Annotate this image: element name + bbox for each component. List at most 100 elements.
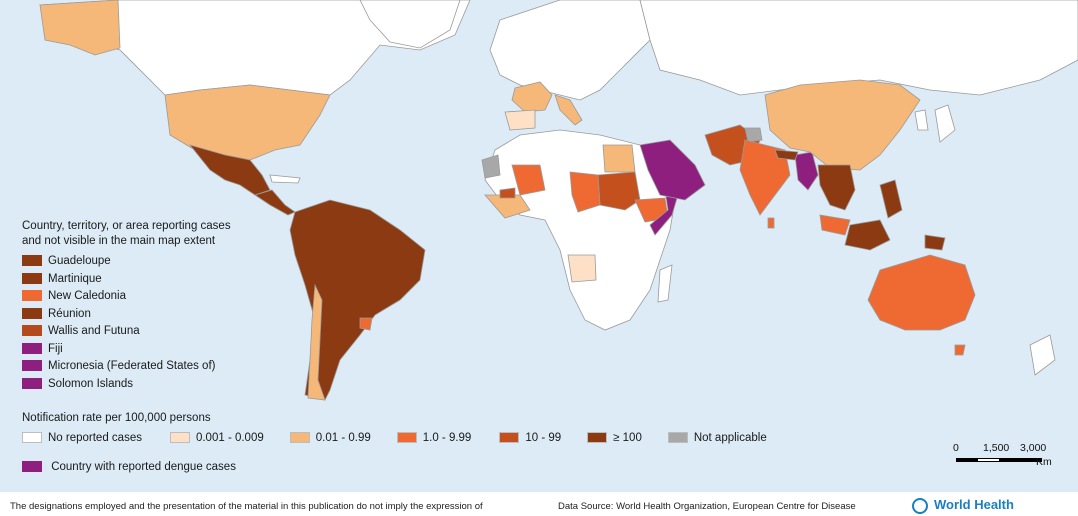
region-afghanistan-na [744, 127, 763, 143]
region-australia [867, 254, 976, 331]
dengue-label: Country with reported dengue cases [51, 461, 236, 473]
region-bangladesh-myanmar [794, 151, 819, 191]
legend-swatch [667, 432, 688, 444]
region-sudan [597, 171, 641, 211]
legend-swatch [22, 290, 42, 302]
rate-legend-item: 0.001 - 0.009 [169, 432, 264, 444]
scale-label-0: 0 [953, 442, 959, 454]
rate-legend-label: 10 - 99 [525, 432, 562, 444]
legend-swatch [289, 432, 310, 444]
territory-legend-item: Fiji [22, 341, 231, 359]
region-south-america [289, 199, 426, 401]
legend-swatch [396, 432, 417, 444]
region-france [511, 81, 553, 113]
who-emblem-icon [912, 497, 928, 514]
region-nepal [774, 149, 799, 161]
region-namibia [567, 254, 597, 283]
region-usa [164, 84, 331, 161]
legend-swatch [499, 432, 520, 444]
rate-legend-label: ≥ 100 [613, 432, 642, 444]
rate-legend-item: ≥ 100 [587, 432, 642, 444]
scale-bar-graphic [956, 458, 1042, 462]
region-central-america [254, 189, 296, 216]
region-philippines [879, 179, 903, 219]
territory-legend-label: New Caledonia [48, 290, 126, 302]
scale-label-3000: 3,000 [1020, 442, 1047, 454]
rate-legend-item: 10 - 99 [499, 432, 561, 444]
legend-swatch [22, 360, 42, 372]
rate-legend-item: 0.01 - 0.99 [289, 432, 371, 444]
territory-legend-title-line1: Country, territory, or area reporting ca… [22, 220, 231, 232]
region-chad [569, 171, 601, 213]
legend-swatch [22, 325, 42, 337]
rate-legend-label: Not applicable [693, 432, 767, 444]
territory-legend-label: Solomon Islands [48, 377, 134, 390]
region-niger-mali [511, 164, 546, 196]
scale-bar: 0 1,500 3,000 Km [950, 442, 1060, 472]
territory-legend-title-line2: and not visible in the main map extent [22, 235, 216, 247]
rate-legend-items: No reported cases 0.001 - 0.009 0.01 - 0.9… [22, 430, 767, 447]
dengue-legend: Country with reported dengue cases [22, 459, 762, 477]
territory-legend-item: New Caledonia [22, 288, 231, 306]
legend-swatch [22, 307, 42, 319]
legend-swatch [22, 272, 42, 284]
rate-legend: Notification rate per 100,000 persons No… [22, 410, 767, 477]
territory-legend-item: Solomon Islands [22, 376, 231, 394]
territory-legend-label: Wallis and Futuna [48, 325, 140, 337]
region-europe [489, 0, 651, 101]
region-malaysia [819, 214, 851, 236]
legend-swatch [22, 432, 42, 444]
territory-legend-item: Wallis and Futuna [22, 323, 231, 341]
legend-swatch [22, 342, 42, 354]
region-new-zealand [1029, 334, 1056, 376]
region-burkina [499, 187, 516, 199]
legend-swatch [22, 377, 42, 389]
region-italy [554, 94, 583, 126]
region-uruguay [359, 317, 373, 331]
region-sri-lanka [767, 217, 775, 229]
rate-legend-item: Not applicable [667, 432, 767, 444]
dengue-swatch [22, 461, 42, 473]
territory-legend-item: Guadeloupe [22, 253, 231, 271]
territory-legend: Country, territory, or area reporting ca… [22, 219, 231, 393]
region-indochina [817, 164, 856, 211]
region-korea [914, 109, 929, 131]
region-alaska [39, 0, 121, 56]
footer: The designations employed and the presen… [0, 492, 1078, 516]
region-arabia [639, 139, 706, 201]
legend-swatch [169, 432, 190, 444]
region-png [924, 234, 946, 251]
rate-legend-label: 1.0 - 9.99 [422, 432, 472, 444]
who-logo-text: World Health [934, 497, 1014, 512]
region-cuba [269, 174, 301, 184]
territory-legend-label: Guadeloupe [48, 255, 111, 267]
map-area [0, 0, 1078, 492]
who-logo: World Health [912, 497, 1014, 514]
region-japan [934, 104, 956, 143]
territory-legend-label: Micronesia (Federated States of) [48, 360, 216, 372]
region-western-sahara [481, 154, 501, 179]
rate-legend-label: 0.001 - 0.009 [195, 432, 264, 444]
region-indonesia [844, 219, 891, 251]
territory-legend-item: Martinique [22, 271, 231, 289]
region-china [764, 79, 921, 171]
world-map [38, 0, 1078, 401]
region-tasmania [954, 344, 966, 356]
rate-legend-title: Notification rate per 100,000 persons [22, 412, 211, 424]
scale-unit: Km [1036, 456, 1052, 468]
region-madagascar [657, 264, 673, 303]
rate-legend-item: No reported cases [22, 432, 142, 444]
region-spain [504, 109, 536, 131]
region-egypt [602, 144, 636, 173]
scale-label-1500: 1,500 [983, 442, 1010, 454]
legend-swatch [587, 432, 608, 444]
disclaimer-text: The designations employed and the presen… [10, 501, 483, 512]
territory-legend-label: Martinique [48, 272, 102, 285]
legend-swatch [22, 255, 42, 267]
data-source-text: Data Source: World Health Organization, … [558, 501, 856, 512]
rate-legend-label: 0.01 - 0.99 [315, 432, 371, 444]
region-greenland [359, 0, 461, 49]
territory-legend-item: Micronesia (Federated States of) [22, 358, 231, 376]
territory-legend-label: Réunion [48, 307, 91, 320]
region-chile-argentina-south [307, 283, 326, 401]
